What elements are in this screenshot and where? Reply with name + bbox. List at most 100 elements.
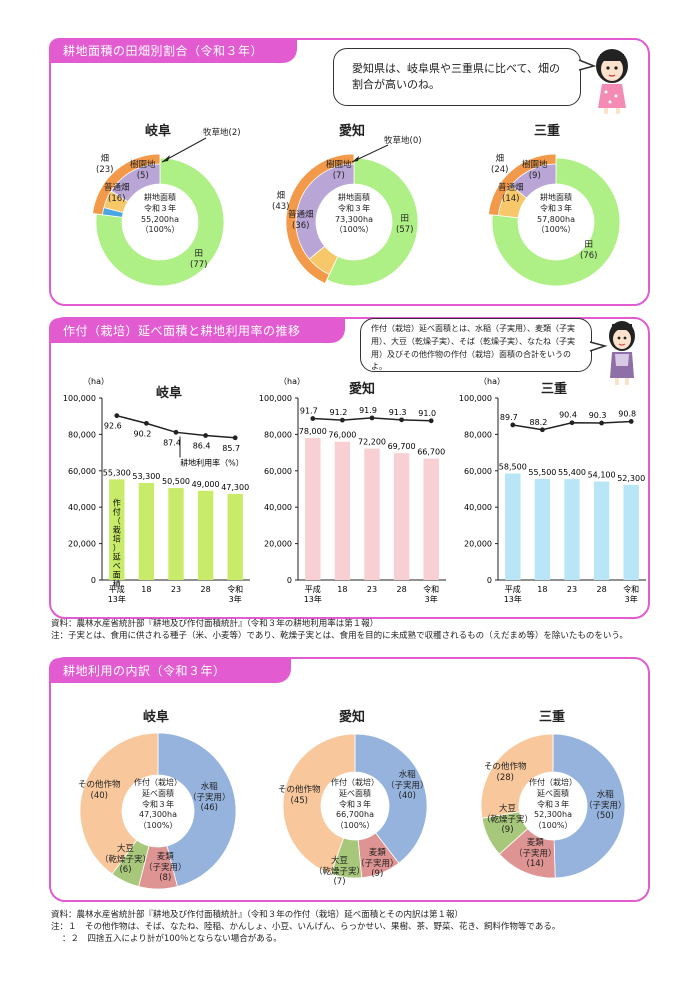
bar bbox=[593, 481, 610, 580]
label-aichi-other: その他作物 (45) bbox=[278, 785, 321, 806]
y-tick-label: 20,000 bbox=[264, 540, 292, 549]
y-unit-label: （ha） bbox=[479, 377, 505, 386]
speech-bubble-top: 愛知県は、岐阜県や三重県に比べて、畑の割合が高いのね。 bbox=[333, 48, 581, 106]
y-tick-label: 80,000 bbox=[264, 430, 292, 439]
donut-hole bbox=[518, 184, 594, 260]
y-unit-label: （ha） bbox=[279, 377, 305, 386]
x-tick-label: 28 bbox=[201, 585, 211, 594]
bar-legend-char: ） bbox=[113, 543, 121, 552]
x-tick-label: 13年 bbox=[304, 594, 322, 604]
pref-name-gifu-2: 岐阜 bbox=[155, 386, 182, 401]
label-gifu-ordinary: 普通畑 (16) bbox=[104, 183, 130, 204]
slice-field-ring bbox=[487, 153, 557, 217]
speech-bubble-middle: 作付（栽培）延べ面積とは、水稲（子実用）、麦類（子実用）、大豆（乾燥子実）、そば… bbox=[360, 318, 592, 372]
note1-land-use: 注：１ その他作物は、そば、なたね、陸稲、かんしょ、小豆、いんげん、らっかせい、… bbox=[51, 922, 561, 932]
rate-point bbox=[340, 417, 345, 423]
y-tick-label: 0 bbox=[487, 576, 492, 585]
donut-hole bbox=[122, 184, 198, 260]
rate-point bbox=[569, 420, 575, 426]
bar-value-label: 55,400 bbox=[558, 468, 586, 477]
bar bbox=[334, 441, 351, 580]
pref-name-mie-2: 三重 bbox=[540, 382, 567, 397]
x-tick-label: 令和 bbox=[423, 584, 439, 594]
bar-value-label: 55,500 bbox=[528, 468, 556, 477]
donut-chart-mie-use bbox=[480, 733, 626, 879]
y-tick-label: 60,000 bbox=[68, 467, 96, 476]
bar bbox=[423, 458, 439, 580]
rate-label: 91.9 bbox=[359, 406, 377, 415]
rate-label: 90.2 bbox=[133, 429, 151, 438]
y-tick-label: 60,000 bbox=[264, 467, 292, 476]
donut-hole bbox=[316, 184, 392, 260]
donut-chart-gifu-use bbox=[79, 732, 237, 890]
pref-name-mie-3: 三重 bbox=[538, 710, 565, 725]
rate-label: 89.7 bbox=[500, 413, 518, 422]
bar bbox=[109, 479, 125, 580]
bar-legend-char: （ bbox=[113, 516, 121, 525]
note-cultivation: 注：子実とは、食用に供される種子（米、小麦等）であり、乾燥子実とは、食用を目的に… bbox=[51, 631, 628, 641]
bar-legend-char: 積 bbox=[113, 578, 121, 588]
bar-chart-aichi: （ha） 100,000 80,000 60,000 40,000 20,000 0 78,0… bbox=[259, 377, 446, 604]
x-tick-label: 18 bbox=[337, 585, 347, 594]
x-tick-label: 令和 bbox=[227, 584, 243, 594]
bar bbox=[534, 478, 551, 580]
slice-field-ring bbox=[285, 153, 355, 285]
y-tick-label: 80,000 bbox=[464, 430, 492, 439]
y-tick-label: 20,000 bbox=[464, 540, 492, 549]
y-tick-label: 0 bbox=[91, 576, 96, 585]
rate-label: 91.0 bbox=[418, 409, 436, 418]
bar-value-label: 78,000 bbox=[299, 427, 327, 436]
bar-value-label: 54,100 bbox=[588, 471, 616, 480]
label-gifu-other: その他作物 (40) bbox=[78, 780, 121, 801]
donut-center-mie-land: 耕地面積 令和３年 57,800ha （100%） bbox=[536, 193, 576, 235]
girl-character-icon bbox=[596, 49, 628, 114]
donut-center-aichi-use: 作付（栽培） 延べ面積 令和３年 66,700ha （100%） bbox=[331, 778, 379, 831]
arrow-aichi-pasture bbox=[351, 144, 389, 163]
x-tick-label: 18 bbox=[537, 585, 547, 594]
rate-label: 91.2 bbox=[329, 408, 347, 417]
bar-legend-char: 面 bbox=[113, 570, 121, 579]
speech-text-top: 愛知県は、岐阜県や三重県に比べて、畑の割合が高いのね。 bbox=[352, 62, 561, 91]
label-gifu-field: 畑 (23) bbox=[96, 154, 114, 175]
bar bbox=[623, 484, 639, 580]
bar bbox=[138, 482, 155, 580]
label-gifu-pasture: 牧草地(2) bbox=[203, 128, 241, 138]
y-tick-label: 100,000 bbox=[63, 394, 96, 403]
rate-point bbox=[310, 416, 316, 421]
label-mie-paddy: 田 (76) bbox=[580, 240, 598, 261]
speech-tail-top bbox=[578, 59, 597, 71]
arrow-gifu-pasture bbox=[161, 137, 207, 163]
x-tick-label: 28 bbox=[597, 585, 607, 594]
donut-center-gifu-use: 作付（栽培） 延べ面積 令和３年 47,300ha （100%） bbox=[134, 778, 182, 831]
rate-point bbox=[114, 413, 120, 419]
bar-value-label: 49,000 bbox=[192, 480, 220, 489]
rate-label: 88.2 bbox=[529, 418, 547, 427]
x-tick-label: 13年 bbox=[108, 594, 126, 604]
donut-hole bbox=[321, 772, 389, 840]
bar-value-label: 76,000 bbox=[328, 431, 356, 440]
x-tick-label: 3年 bbox=[229, 594, 242, 604]
y-tick-label: 100,000 bbox=[259, 394, 292, 403]
label-aichi-field: 畑 (43) bbox=[272, 191, 290, 212]
donut-center-aichi-land: 耕地面積 令和３年 73,300ha （100%） bbox=[334, 193, 374, 235]
y-tick-label: 40,000 bbox=[264, 503, 292, 512]
rate-label: 90.8 bbox=[618, 409, 636, 418]
rate-label: 92.6 bbox=[104, 422, 122, 431]
label-mie-wheat: 麦類 （子実用） (14) bbox=[514, 838, 557, 870]
speech-tail-middle bbox=[589, 341, 608, 352]
x-tick-label: 23 bbox=[367, 585, 377, 594]
rate-label: 91.3 bbox=[389, 408, 407, 417]
rate-point bbox=[628, 419, 634, 424]
rate-point bbox=[369, 415, 375, 421]
label-gifu-orchard: 樹園地 (5) bbox=[130, 160, 156, 181]
rate-label: 85.7 bbox=[222, 444, 240, 453]
bar bbox=[227, 493, 243, 580]
y-tick-label: 20,000 bbox=[68, 540, 96, 549]
y-tick-label: 60,000 bbox=[464, 467, 492, 476]
pref-name-aichi-1: 愛知 bbox=[338, 124, 365, 139]
label-aichi-orchard: 樹園地 (7) bbox=[326, 160, 352, 181]
rate-point bbox=[510, 422, 516, 428]
label-gifu-paddy: 田 (77) bbox=[190, 249, 208, 270]
donut-center-gifu-land: 耕地面積 令和３年 55,200ha （100%） bbox=[140, 193, 180, 235]
bar-value-label: 58,500 bbox=[499, 463, 527, 472]
